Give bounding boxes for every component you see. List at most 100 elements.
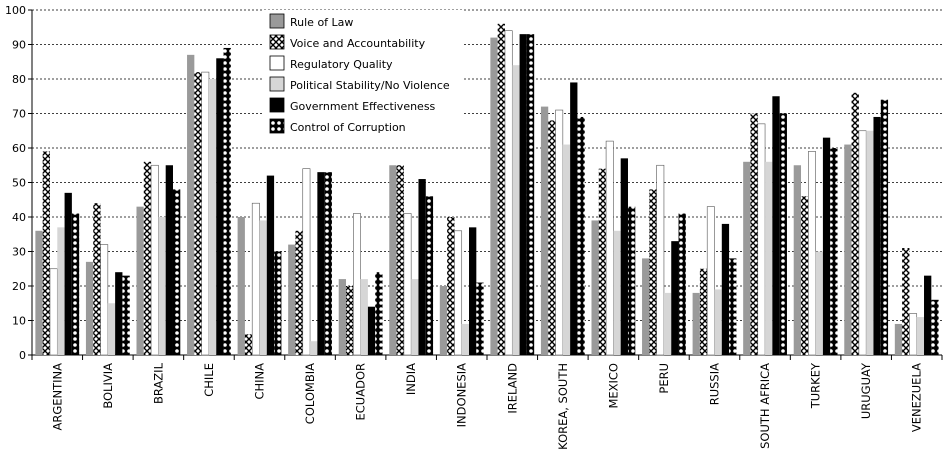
bar-political-stability-no-violence — [916, 317, 925, 355]
x-category-label: INDIA — [404, 363, 418, 395]
bar-political-stability-no-violence — [613, 230, 621, 355]
bar-government-effectiveness — [216, 58, 224, 356]
bar-regulatory-quality — [251, 202, 260, 356]
legend-swatch — [269, 118, 285, 134]
legend-label: Rule of Law — [290, 16, 353, 29]
bar-regulatory-quality — [49, 268, 58, 356]
bar-control-of-corruption — [274, 251, 282, 355]
bar-political-stability-no-violence — [208, 79, 217, 355]
x-category-label: INDONESIA — [455, 363, 469, 427]
bar-regulatory-quality — [706, 206, 715, 356]
bar-regulatory-quality — [504, 30, 513, 356]
legend-swatch — [269, 55, 285, 71]
bar-rule-of-law — [389, 165, 397, 355]
bar-regulatory-quality — [403, 213, 412, 356]
bar-regulatory-quality — [201, 71, 210, 356]
bar-rule-of-law — [692, 292, 700, 355]
legend-label: Political Stability/No Violence — [290, 79, 450, 92]
bar-government-effectiveness — [822, 137, 831, 355]
y-tick-label: 90 — [12, 39, 26, 52]
legend-label: Control of Corruption — [290, 121, 406, 134]
bar-control-of-corruption — [71, 213, 80, 355]
legend-swatch — [269, 76, 285, 92]
bar-voice-and-accountability — [851, 92, 859, 356]
x-category-label: CHINA — [253, 363, 267, 400]
bar-control-of-corruption — [729, 258, 737, 355]
axis-labels: 0 10 20 30 40 50 60 70 80 90 100 ARGENTINA BOLIVIA BR… — [5, 4, 924, 450]
x-category-label: BOLIVIA — [101, 363, 115, 409]
bar-political-stability-no-violence — [360, 279, 368, 355]
bar-regulatory-quality — [605, 140, 614, 356]
bar-voice-and-accountability — [396, 165, 404, 355]
bar-political-stability-no-violence — [663, 292, 672, 355]
bars — [35, 23, 939, 356]
y-tick-label: 20 — [12, 280, 26, 293]
y-tick-label: 100 — [5, 4, 26, 17]
bar-rule-of-law — [591, 220, 599, 355]
bar-government-effectiveness — [671, 241, 679, 355]
bar-voice-and-accountability — [194, 72, 202, 355]
bar-regulatory-quality — [100, 244, 109, 356]
x-category-label: MEXICO — [606, 363, 620, 409]
bar-voice-and-accountability — [244, 334, 253, 355]
x-category-label: IRELAND — [505, 363, 519, 414]
bar-government-effectiveness — [469, 227, 477, 355]
bar-voice-and-accountability — [295, 230, 303, 355]
bar-regulatory-quality — [757, 123, 766, 356]
bar-control-of-corruption — [122, 275, 130, 355]
bar-regulatory-quality — [656, 164, 665, 356]
bar-regulatory-quality — [909, 313, 918, 356]
bar-control-of-corruption — [830, 148, 838, 355]
bar-political-stability-no-violence — [866, 130, 874, 355]
x-category-label: BRAZIL — [151, 362, 165, 404]
axes — [28, 9, 943, 360]
bar-government-effectiveness — [165, 165, 173, 355]
bar-regulatory-quality — [808, 151, 816, 356]
y-tick-label: 30 — [12, 246, 26, 259]
legend-label: Voice and Accountability — [290, 37, 426, 50]
bar-political-stability-no-violence — [512, 65, 520, 355]
bar-government-effectiveness — [924, 275, 932, 355]
bar-rule-of-law — [136, 206, 144, 355]
bar-rule-of-law — [439, 286, 448, 355]
bar-voice-and-accountability — [93, 203, 101, 355]
x-category-label: VENEZUELA — [910, 363, 924, 432]
bar-voice-and-accountability — [902, 248, 910, 355]
y-tick-label: 80 — [12, 73, 26, 86]
bar-control-of-corruption — [172, 189, 181, 355]
bar-control-of-corruption — [880, 99, 889, 355]
bar-rule-of-law — [490, 37, 498, 355]
bar-government-effectiveness — [519, 34, 527, 356]
bar-rule-of-law — [642, 258, 650, 355]
bar-rule-of-law — [844, 144, 852, 355]
x-category-label: TURKEY — [809, 362, 823, 409]
bar-voice-and-accountability — [42, 151, 50, 355]
bar-regulatory-quality — [302, 168, 311, 356]
x-category-label: KOREA, SOUTH — [556, 363, 570, 450]
bar-control-of-corruption — [577, 116, 585, 355]
bar-government-effectiveness — [721, 223, 730, 355]
x-category-label: CHILE — [202, 363, 216, 397]
bar-political-stability-no-violence — [714, 289, 722, 355]
legend: Rule of Law Voice and Accountability Regul… — [264, 10, 464, 140]
bar-political-stability-no-violence — [310, 341, 318, 355]
legend-swatch — [269, 97, 285, 113]
bar-control-of-corruption — [931, 299, 939, 355]
bar-control-of-corruption — [779, 113, 787, 355]
bar-political-stability-no-violence — [411, 279, 419, 355]
y-tick-label: 0 — [19, 349, 26, 362]
bar-voice-and-accountability — [699, 268, 708, 355]
bar-control-of-corruption — [678, 213, 686, 355]
bar-political-stability-no-violence — [107, 303, 116, 355]
bar-government-effectiveness — [266, 175, 275, 355]
bar-voice-and-accountability — [143, 161, 152, 355]
bar-voice-and-accountability — [801, 196, 809, 355]
legend-swatch — [269, 34, 285, 50]
bar-voice-and-accountability — [649, 189, 657, 355]
bar-political-stability-no-violence — [815, 251, 823, 355]
x-category-label: ARGENTINA — [50, 363, 64, 431]
bar-political-stability-no-violence — [461, 323, 470, 355]
bar-voice-and-accountability — [750, 113, 758, 355]
y-tick-label: 10 — [12, 315, 26, 328]
bar-rule-of-law — [187, 54, 195, 355]
